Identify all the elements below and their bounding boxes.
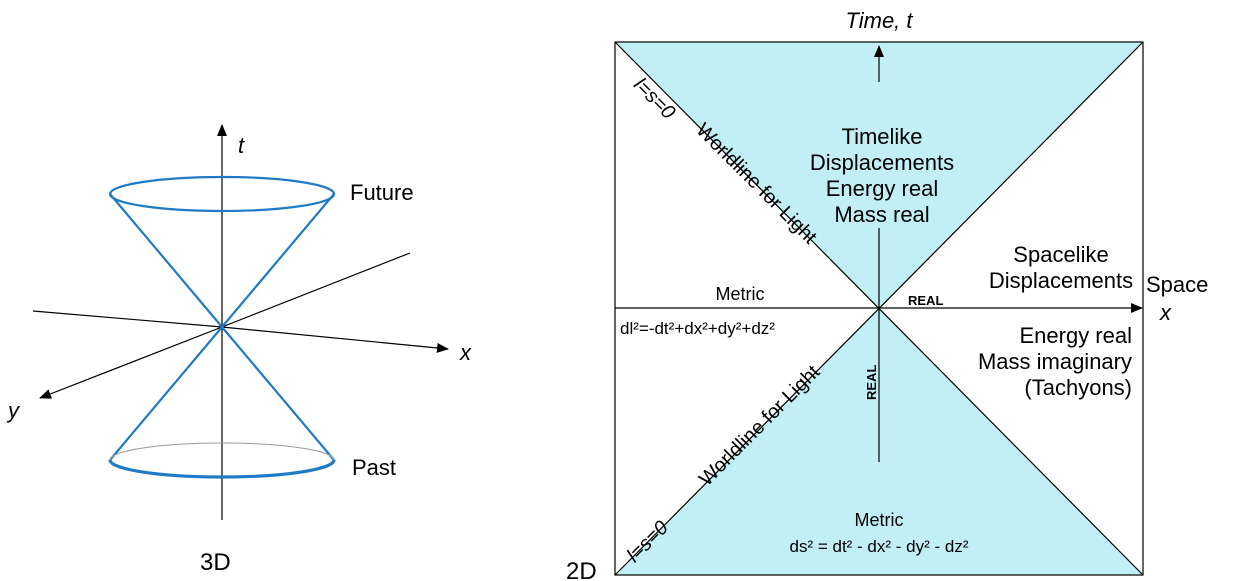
- space-axis-var: x: [1159, 300, 1172, 325]
- future-cone-right: [221, 193, 335, 328]
- axis-x-label: x: [459, 340, 472, 365]
- time-axis-label: Time, t: [845, 8, 913, 33]
- spacelike-text: Spacelike Displacements: [989, 242, 1133, 293]
- axis-slanted-back: [221, 252, 411, 328]
- metric-left-formula: dl²=-dt²+dx²+dy²+dz²: [620, 319, 775, 338]
- spacelike-line-1: Spacelike: [1013, 242, 1108, 267]
- axis-y-back: [32, 310, 223, 328]
- past-label: Past: [352, 455, 396, 480]
- timelike-text: Timelike Displacements Energy real Mass …: [810, 124, 954, 227]
- tachyon-line-1: Energy real: [1019, 323, 1132, 348]
- past-cone-rim-front: [108, 459, 336, 479]
- axis-y-label: y: [6, 398, 21, 423]
- caption-3d: 3D: [200, 549, 231, 576]
- timelike-future-region: [615, 42, 1143, 308]
- real-label-horizontal: REAL: [908, 293, 943, 308]
- tachyon-line-3: (Tachyons): [1024, 375, 1132, 400]
- past-cone-rim-back: [109, 442, 335, 461]
- metric-left-title: Metric: [716, 284, 765, 304]
- tachyon-line-2: Mass imaginary: [978, 349, 1132, 374]
- axis-x: [221, 326, 449, 353]
- timelike-line-1: Timelike: [841, 124, 922, 149]
- space-axis-label: Space: [1146, 272, 1208, 297]
- caption-2d: 2D: [566, 558, 597, 581]
- timelike-line-3: Energy real: [826, 176, 939, 201]
- tachyon-text: Energy real Mass imaginary (Tachyons): [978, 323, 1132, 400]
- timelike-line-4: Mass real: [834, 202, 929, 227]
- metric-bottom-formula: ds² = dt² - dx² - dy² - dz²: [790, 537, 969, 556]
- future-label: Future: [350, 180, 414, 205]
- future-cone-left: [109, 193, 223, 328]
- timelike-line-2: Displacements: [810, 150, 954, 175]
- spacelike-line-2: Displacements: [989, 268, 1133, 293]
- diagram-2d: Time, t Space x Timelike Displacements E…: [566, 8, 1208, 581]
- past-cone-left: [109, 326, 223, 461]
- real-label-vertical: REAL: [864, 365, 879, 400]
- diagram-3d: t x y Future Past 3D: [6, 124, 472, 576]
- axis-t-label: t: [238, 133, 245, 158]
- axis-y: [39, 326, 223, 399]
- metric-bottom-title: Metric: [855, 510, 904, 530]
- past-cone-right: [221, 326, 335, 461]
